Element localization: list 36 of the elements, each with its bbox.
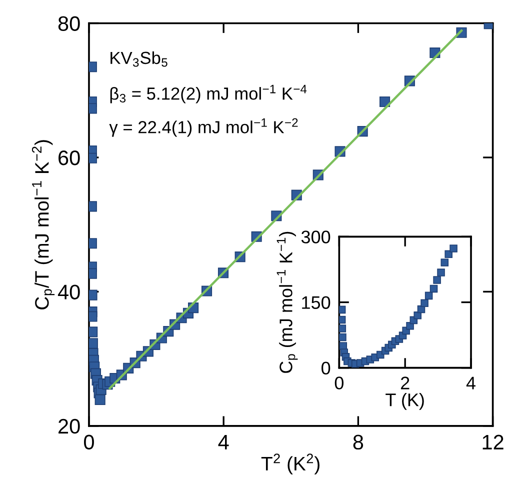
x-tick-label: 0 — [84, 434, 94, 450]
x-axis-title: T$^{2}$ (K$^{2}$) — [261, 454, 320, 474]
y-tick-label: 0 — [322, 362, 330, 375]
point — [414, 311, 422, 320]
point — [339, 306, 346, 314]
point — [88, 338, 98, 349]
y-tick-label: 300 — [301, 230, 330, 244]
point — [433, 276, 441, 284]
point — [88, 326, 98, 338]
y-tick-label: 60 — [58, 150, 80, 166]
point — [339, 324, 346, 332]
annotation: β$_{3}$ = 5.12(2) mJ mol$^{−1}$ K$^{−4}$ — [110, 84, 307, 104]
y-tick-label: 40 — [58, 284, 80, 300]
point — [424, 292, 433, 300]
point — [94, 394, 106, 406]
annotation: γ = 22.4(1) mJ mol$^{−1}$ K$^{−2}$ — [109, 118, 298, 137]
point — [437, 268, 445, 276]
point — [339, 333, 346, 342]
x-axis-title: T (K) — [386, 393, 424, 410]
x-tick-label: 4 — [218, 435, 229, 450]
point — [450, 244, 458, 252]
y-axis-title: C$_{p}$/T (mJ mol$^{−1}$ K$^{−2}$) — [32, 140, 55, 310]
point — [420, 299, 428, 308]
point — [430, 284, 438, 293]
y-tick-label: 150 — [302, 296, 330, 309]
x-tick-label: 0 — [334, 376, 344, 390]
y-tick-label: 20 — [58, 418, 80, 434]
x-tick-label: 8 — [353, 434, 364, 450]
y-tick-label: 80 — [58, 16, 80, 31]
x-tick-label: 2 — [400, 376, 410, 390]
point — [339, 316, 346, 324]
y-axis-title: C$_{p}$ (mJ mol$^{−1}$ K$^{−1}$) — [276, 232, 298, 373]
x-tick-label: 12 — [482, 434, 504, 450]
point — [440, 258, 449, 266]
x-tick-label: 4 — [466, 376, 476, 390]
annotation: KV$_{3}$Sb$_{5}$ — [110, 51, 168, 67]
